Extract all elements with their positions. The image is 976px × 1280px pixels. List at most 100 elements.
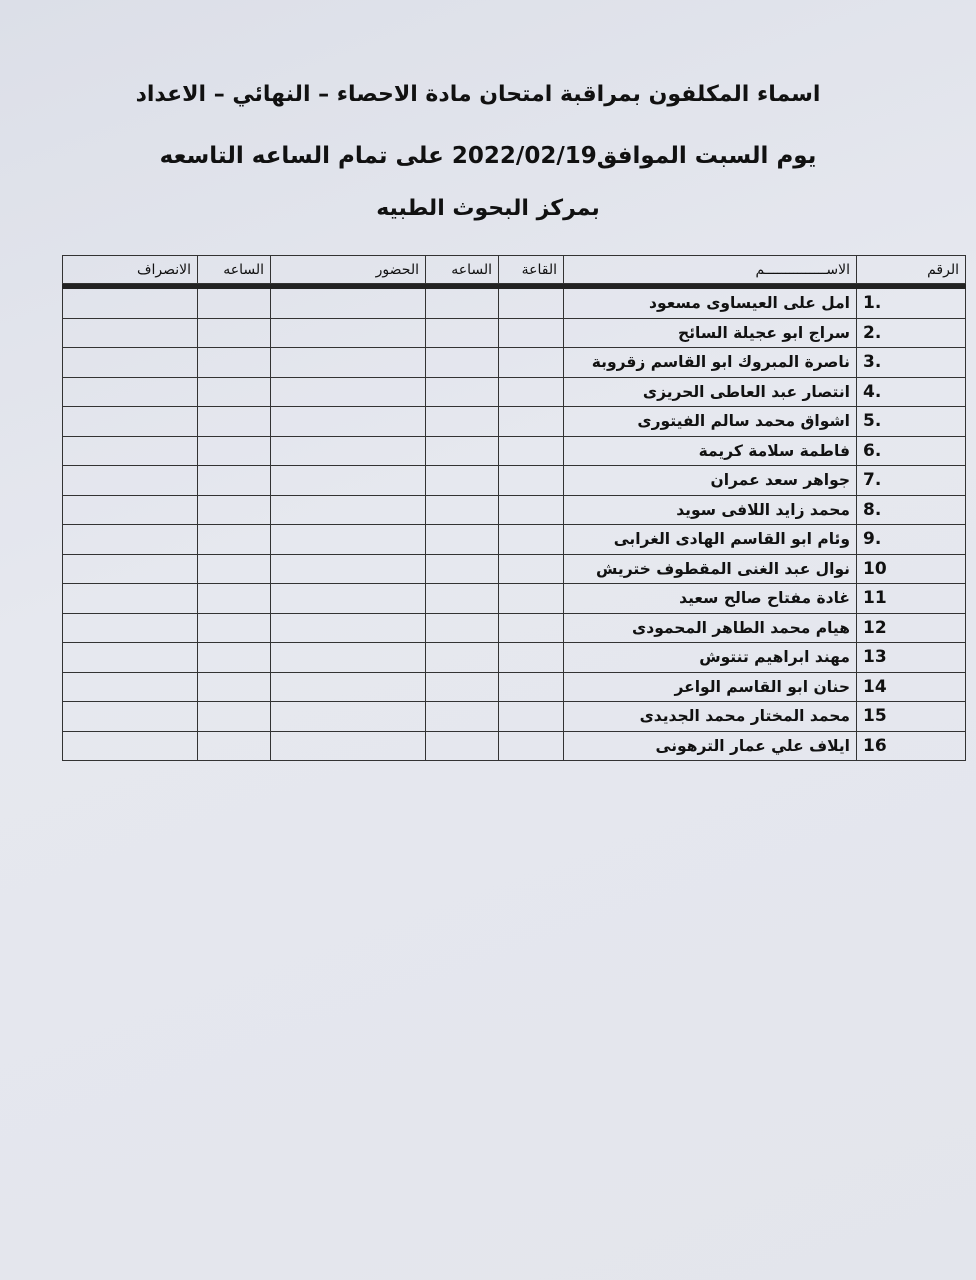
- row-attendance: [270, 701, 426, 732]
- row-time-out: [197, 730, 271, 761]
- document-title: اسماء المكلفون بمراقبة امتحان مادة الاحص…: [135, 82, 821, 107]
- row-attendance: [270, 406, 426, 437]
- table-row: 7. جواهر سعد عمران: [62, 465, 966, 496]
- row-time-out: [197, 612, 271, 643]
- row-time-in: [425, 583, 499, 614]
- row-name: نوال عبد الغنى المقطوف ختريش: [563, 553, 857, 584]
- row-departure: [62, 642, 198, 673]
- row-number: 1.: [856, 288, 966, 319]
- table-row: 13 مهند ابراهيم تنتوش: [62, 642, 966, 673]
- row-attendance: [270, 435, 426, 466]
- row-time-in: [425, 612, 499, 643]
- row-hall: [498, 465, 564, 496]
- row-attendance: [270, 376, 426, 407]
- table-header-row: الرقم الاســـــــــــــــم القاعة الساعه…: [62, 255, 966, 284]
- row-departure: [62, 376, 198, 407]
- row-hall: [498, 524, 564, 555]
- row-number: 4.: [856, 376, 966, 407]
- row-time-in: [425, 317, 499, 348]
- col-attendance: الحضور: [270, 255, 426, 284]
- table-row: 16 ايلاف علي عمار الترهونى: [62, 730, 966, 761]
- row-attendance: [270, 671, 426, 702]
- row-time-out: [197, 406, 271, 437]
- row-departure: [62, 317, 198, 348]
- row-time-in: [425, 494, 499, 525]
- row-name: وئام ابو القاسم الهادى الغرابى: [563, 524, 857, 555]
- row-hall: [498, 671, 564, 702]
- row-hall: [498, 583, 564, 614]
- row-departure: [62, 730, 198, 761]
- row-name: محمد زايد اللافى سويد: [563, 494, 857, 525]
- table-row: 11 غادة مفتاح صالح سعيد: [62, 583, 966, 614]
- table-row: 3. ناصرة المبروك ابو القاسم زقروبة: [62, 347, 966, 378]
- row-number: 13: [856, 642, 966, 673]
- row-name: ايلاف علي عمار الترهونى: [563, 730, 857, 761]
- row-departure: [62, 406, 198, 437]
- row-attendance: [270, 583, 426, 614]
- row-name: محمد المختار محمد الجديدى: [563, 701, 857, 732]
- row-attendance: [270, 288, 426, 319]
- row-departure: [62, 465, 198, 496]
- row-time-out: [197, 524, 271, 555]
- table-row: 12 هيام محمد الطاهر المحمودى: [62, 612, 966, 643]
- row-time-out: [197, 642, 271, 673]
- row-number: 12: [856, 612, 966, 643]
- row-time-in: [425, 406, 499, 437]
- row-hall: [498, 553, 564, 584]
- row-name: سراج ابو عجيلة السائح: [563, 317, 857, 348]
- row-time-in: [425, 288, 499, 319]
- row-name: غادة مفتاح صالح سعيد: [563, 583, 857, 614]
- exam-date-line: يوم السبت الموافق2022/02/19 على تمام الس…: [159, 143, 817, 169]
- row-time-out: [197, 553, 271, 584]
- row-hall: [498, 376, 564, 407]
- row-hall: [498, 730, 564, 761]
- row-attendance: [270, 465, 426, 496]
- row-departure: [62, 288, 198, 319]
- row-name: مهند ابراهيم تنتوش: [563, 642, 857, 673]
- row-hall: [498, 612, 564, 643]
- row-departure: [62, 524, 198, 555]
- row-time-out: [197, 583, 271, 614]
- row-attendance: [270, 730, 426, 761]
- row-number: 3.: [856, 347, 966, 378]
- row-departure: [62, 347, 198, 378]
- row-time-in: [425, 671, 499, 702]
- row-departure: [62, 494, 198, 525]
- row-hall: [498, 701, 564, 732]
- row-name: حنان ابو القاسم الواعر: [563, 671, 857, 702]
- col-time-in: الساعه: [425, 255, 499, 284]
- row-attendance: [270, 317, 426, 348]
- table-row: 9. وئام ابو القاسم الهادى الغرابى: [62, 524, 966, 555]
- row-number: 16: [856, 730, 966, 761]
- row-time-in: [425, 553, 499, 584]
- row-time-in: [425, 376, 499, 407]
- row-number: 2.: [856, 317, 966, 348]
- row-number: 14: [856, 671, 966, 702]
- row-name: فاطمة سلامة كريمة: [563, 435, 857, 466]
- row-time-in: [425, 347, 499, 378]
- row-time-out: [197, 494, 271, 525]
- row-time-in: [425, 730, 499, 761]
- row-time-out: [197, 317, 271, 348]
- row-time-in: [425, 701, 499, 732]
- row-hall: [498, 435, 564, 466]
- col-number: الرقم: [856, 255, 966, 284]
- row-time-out: [197, 288, 271, 319]
- row-name: هيام محمد الطاهر المحمودى: [563, 612, 857, 643]
- row-departure: [62, 583, 198, 614]
- table-row: 8. محمد زايد اللافى سويد: [62, 494, 966, 525]
- table-row: 14 حنان ابو القاسم الواعر: [62, 671, 966, 702]
- row-time-in: [425, 435, 499, 466]
- table-row: 5. اشواق محمد سالم الفيتورى: [62, 406, 966, 437]
- row-time-out: [197, 376, 271, 407]
- row-hall: [498, 494, 564, 525]
- row-hall: [498, 317, 564, 348]
- row-name: جواهر سعد عمران: [563, 465, 857, 496]
- row-attendance: [270, 347, 426, 378]
- col-departure: الانصراف: [62, 255, 198, 284]
- row-name: ناصرة المبروك ابو القاسم زقروبة: [563, 347, 857, 378]
- row-time-out: [197, 465, 271, 496]
- row-departure: [62, 435, 198, 466]
- row-number: 15: [856, 701, 966, 732]
- col-name: الاســـــــــــــــم: [563, 255, 857, 284]
